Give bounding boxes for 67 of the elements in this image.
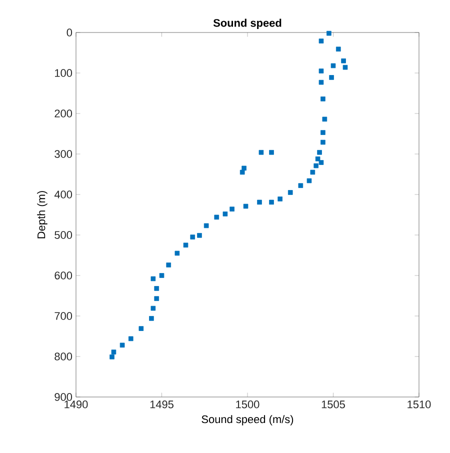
point [230,206,234,212]
point [288,190,293,195]
y-tick-label: 0 [66,28,72,36]
point [242,166,246,171]
point [278,196,282,202]
point [269,150,274,155]
y-axis-title: Depth (m) [37,191,48,238]
point [318,68,324,74]
point [183,242,188,248]
point [257,200,262,205]
x-tick-label: 1505 [322,400,345,408]
point [110,354,114,360]
point [306,178,312,184]
point [190,234,196,240]
point [342,64,348,70]
point [204,223,209,228]
point [320,96,326,102]
point [314,163,318,168]
point [111,350,116,354]
point [138,326,144,331]
point [243,204,248,209]
point [128,336,134,342]
point [197,233,202,238]
point [150,276,156,282]
point [322,116,328,122]
point [336,46,341,52]
point [315,156,320,162]
y-tick-label: 200 [54,110,72,118]
point [240,170,245,175]
point [159,273,164,278]
point [269,200,274,205]
y-tick-label: 900 [54,393,72,401]
point [318,160,324,165]
point [320,130,326,135]
point [166,262,172,268]
x-tick-label: 1500 [236,400,260,408]
x-tick-label: 1495 [150,400,174,408]
chart-title: Sound speed [213,18,282,29]
point [150,306,156,311]
point [174,250,180,256]
x-axis-title: Sound speed (m/s) [202,415,294,426]
point [154,286,160,291]
x-tick-label: 1490 [64,400,88,408]
point [214,214,220,220]
point [317,150,322,155]
point [326,30,332,36]
point [341,58,346,64]
point [149,316,154,321]
point [120,342,125,348]
point [258,150,264,155]
y-tick-label: 800 [54,352,72,360]
y-tick-label: 600 [54,272,72,280]
point [320,140,326,145]
point [318,38,324,44]
point [329,75,334,80]
point [298,183,304,188]
y-tick-label: 500 [54,231,72,239]
point [310,170,316,175]
y-tick-label: 300 [54,150,72,158]
y-tick-label: 100 [55,69,72,77]
point [330,63,336,68]
point [222,212,228,216]
x-tick-label: 1510 [408,400,431,408]
point [154,296,160,301]
y-tick-label: 400 [54,190,72,198]
point [318,80,324,85]
y-tick-label: 700 [54,312,72,320]
